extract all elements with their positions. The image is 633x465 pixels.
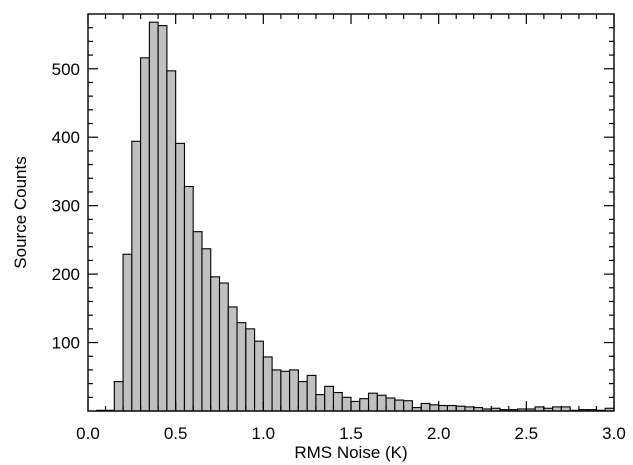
y-tick-label: 300 (52, 197, 80, 216)
histogram-bar (420, 402, 431, 412)
histogram-bar (157, 25, 168, 412)
x-tick-label: 2.5 (515, 424, 539, 443)
histogram-bar (148, 21, 159, 412)
histogram-bar (315, 394, 326, 412)
histogram-bar (324, 385, 335, 412)
histogram-bar (332, 391, 343, 412)
histogram-bar (201, 248, 212, 412)
x-tick-label: 3.0 (602, 424, 626, 443)
histogram-bar (385, 397, 396, 412)
histogram-bar (245, 328, 256, 412)
histogram-bar (218, 282, 229, 412)
histogram-bar (289, 369, 299, 412)
histogram-bar (280, 370, 291, 412)
x-tick-label: 0.0 (76, 424, 100, 443)
x-tick-label: 1.5 (339, 424, 363, 443)
x-axis-label: RMS Noise (K) (294, 443, 407, 462)
histogram-bar (175, 142, 185, 412)
y-tick-label: 200 (52, 265, 80, 284)
histogram-bar (359, 398, 370, 412)
histogram-bar (438, 404, 448, 412)
y-axis-label: Source Counts (11, 156, 30, 268)
histogram-bar (122, 253, 133, 412)
x-tick-label: 1.0 (252, 424, 276, 443)
histogram-bar (227, 306, 238, 412)
histogram-bar (140, 57, 150, 412)
histogram-bar (192, 231, 203, 412)
y-tick-label: 400 (52, 128, 80, 147)
histogram-bar (429, 404, 440, 412)
histogram-bar (341, 396, 352, 412)
histogram-bar (350, 400, 361, 412)
histogram-bar (367, 392, 378, 412)
histogram-bar (455, 405, 466, 412)
histogram-bar (183, 185, 194, 412)
histogram-bar (166, 70, 177, 412)
histogram-bar (297, 381, 308, 412)
histogram-bar (403, 400, 413, 412)
histogram-bar (210, 276, 221, 412)
histogram-bar (113, 381, 124, 412)
histogram-bar (446, 404, 457, 412)
y-tick-label: 500 (52, 60, 80, 79)
x-tick-label: 0.5 (164, 424, 188, 443)
tick-labels: 0.0 0.5 1.0 1.5 2.0 2.5 3.0 100 200 300 400 500 (52, 60, 626, 443)
histogram-bar (262, 356, 273, 412)
histogram-bar (254, 340, 264, 412)
histogram-bar (271, 369, 282, 412)
y-tick-label: 100 (52, 334, 80, 353)
histogram-bar (376, 394, 387, 412)
histogram-bar (394, 399, 405, 412)
histogram-bar (131, 140, 142, 412)
histogram-bar (236, 322, 247, 412)
histogram-bar (306, 374, 317, 412)
axis-ticks (87, 14, 615, 411)
x-tick-label: 2.0 (427, 424, 451, 443)
